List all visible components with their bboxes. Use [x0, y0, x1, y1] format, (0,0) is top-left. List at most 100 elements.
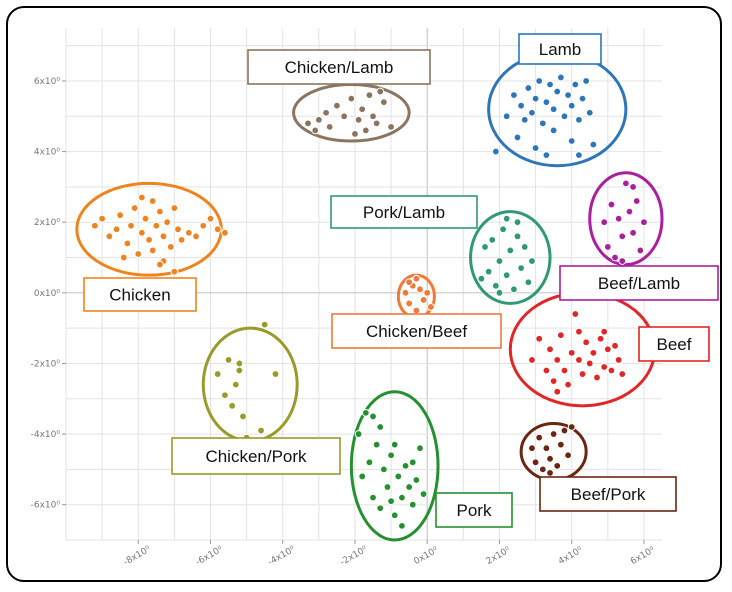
data-point-chicken-beef — [405, 299, 414, 308]
group-label-beef-lamb: Beef/Lamb — [559, 265, 719, 301]
group-label-box — [171, 437, 341, 475]
data-point-chicken-beef — [412, 274, 421, 283]
x-tick-label: -4x10⁰ — [267, 544, 298, 568]
group-label-text: Pork — [457, 501, 492, 520]
data-point-lamb — [578, 94, 587, 103]
data-point-chicken-beef — [412, 306, 421, 315]
data-point-pork-lamb — [488, 235, 497, 244]
data-point-pork — [376, 504, 385, 513]
data-point-pork — [416, 444, 424, 453]
data-point-pork-lamb — [517, 264, 526, 273]
data-point-beef — [575, 327, 583, 336]
data-point-beef-pork — [546, 454, 554, 463]
data-point-chicken-lamb — [304, 119, 312, 128]
data-point-pork — [394, 472, 403, 481]
data-point-lamb — [564, 91, 572, 99]
data-point-pork — [405, 483, 414, 491]
x-tick-label: -2x10⁰ — [339, 544, 370, 568]
data-point-lamb — [575, 151, 583, 160]
data-point-chicken — [152, 221, 161, 230]
data-point-beef-pork — [549, 430, 558, 438]
data-point-beef — [564, 380, 572, 389]
data-point-chicken-lamb — [376, 87, 385, 96]
data-point-chicken-pork — [235, 359, 244, 368]
data-point-beef — [618, 370, 627, 378]
group-label-lamb: Lamb — [518, 33, 602, 65]
data-point-chicken-lamb — [322, 108, 330, 117]
data-point-pork-lamb — [495, 257, 504, 265]
x-tick-label: 6x10⁰ — [629, 545, 657, 567]
data-point-chicken — [206, 214, 215, 223]
data-point-beef-lamb — [607, 200, 616, 209]
data-point-chicken — [134, 250, 143, 258]
data-point-pork — [387, 451, 395, 460]
data-point-pork — [372, 440, 381, 449]
group-label-text: Beef/Lamb — [598, 274, 680, 293]
data-point-beef — [607, 366, 616, 375]
data-point-chicken — [137, 193, 146, 202]
data-point-beef-lamb — [636, 246, 645, 255]
y-tick-label: 0x10⁰ — [34, 289, 61, 299]
data-point-lamb — [502, 112, 511, 121]
data-point-chicken — [130, 204, 139, 212]
data-point-chicken — [141, 214, 150, 223]
data-point-lamb — [549, 126, 558, 135]
data-point-chicken — [123, 239, 132, 248]
data-point-beef-lamb — [629, 228, 638, 237]
data-point-beef — [528, 356, 536, 364]
data-point-lamb — [535, 77, 544, 85]
data-point-pork — [401, 461, 410, 470]
data-point-beef — [585, 359, 594, 368]
data-point-pork-lamb — [484, 267, 493, 276]
data-point-lamb — [582, 77, 591, 85]
group-label-chicken-pork: Chicken/Pork — [171, 437, 341, 475]
data-point-chicken — [221, 228, 229, 237]
group-label-beef-pork: Beef/Pork — [539, 476, 677, 512]
data-point-pork-lamb — [528, 257, 536, 265]
data-point-chicken — [199, 221, 208, 230]
data-point-pork — [383, 483, 392, 491]
data-point-chicken-lamb — [354, 115, 363, 124]
data-point-beef-lamb — [629, 182, 638, 191]
data-point-pork-lamb — [481, 243, 489, 251]
data-point-chicken-pork — [239, 412, 247, 421]
data-point-beef-lamb — [614, 214, 623, 223]
data-point-chicken — [90, 221, 99, 230]
data-point-beef-lamb — [625, 207, 634, 216]
data-point-lamb — [589, 140, 598, 149]
data-point-lamb — [546, 80, 554, 89]
group-label-text: Chicken — [109, 286, 170, 305]
x-tick-label: 0x10⁰ — [412, 545, 440, 567]
data-point-chicken-pork — [221, 391, 229, 400]
data-point-lamb — [542, 151, 551, 160]
y-tick-label: 2x10⁰ — [34, 218, 61, 228]
x-tick-label: 4x10⁰ — [557, 545, 585, 567]
data-point-pork-lamb — [495, 288, 504, 297]
data-point-beef — [542, 366, 551, 375]
x-tick-label: -6x10⁰ — [194, 544, 225, 568]
group-label-box — [330, 195, 478, 229]
cluster-ellipse-pork-lamb — [469, 210, 552, 305]
data-point-chicken-beef — [423, 288, 432, 297]
data-point-lamb — [531, 94, 540, 103]
data-point-chicken-pork — [213, 370, 222, 378]
data-point-chicken — [174, 225, 182, 234]
data-point-pork — [408, 500, 417, 509]
data-point-chicken-pork — [228, 401, 237, 410]
data-point-beef — [578, 370, 587, 378]
data-point-pork — [369, 412, 377, 421]
data-point-chicken-beef — [426, 303, 435, 311]
data-point-beef-lamb — [621, 179, 630, 188]
group-label-box — [247, 49, 431, 85]
data-point-lamb — [538, 119, 547, 128]
data-point-beef-pork — [553, 461, 562, 470]
y-tick-label: -4x10⁰ — [31, 430, 61, 440]
data-point-chicken-lamb — [372, 119, 381, 128]
group-label-text: Beef — [657, 335, 692, 354]
data-point-pork — [390, 511, 399, 520]
data-point-beef — [596, 334, 605, 343]
data-point-chicken-pork — [235, 366, 244, 375]
data-point-pork — [398, 493, 406, 502]
data-point-pork — [419, 490, 428, 498]
data-point-chicken-lamb — [340, 112, 349, 121]
